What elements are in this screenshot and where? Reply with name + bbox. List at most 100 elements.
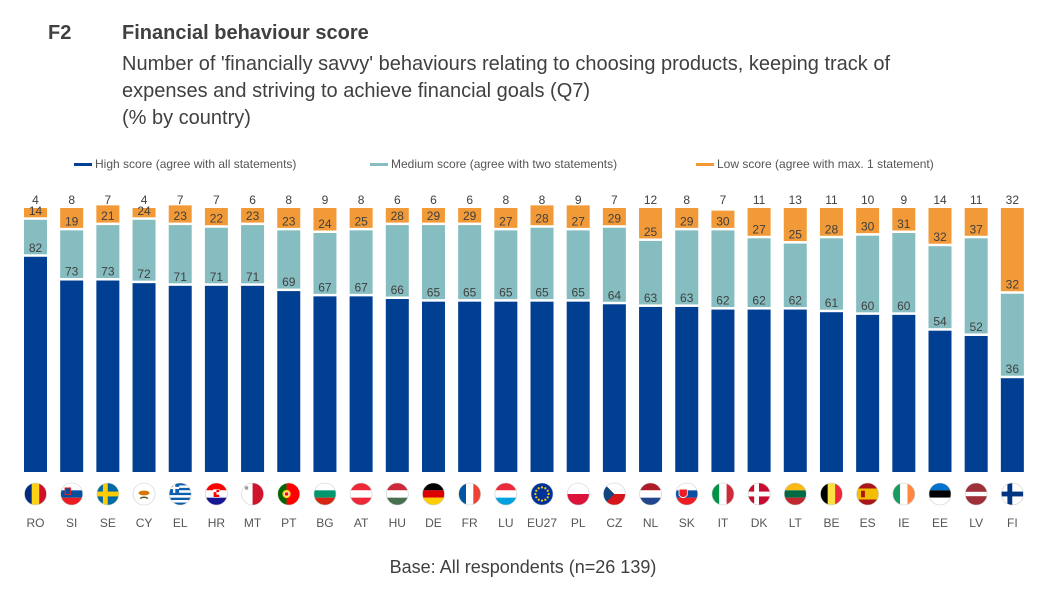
- legend-swatch-high: [74, 162, 92, 166]
- value-label-low-hu: 6: [394, 193, 401, 207]
- bar-medium-bg: [313, 233, 337, 294]
- bar-low-lt: [783, 208, 807, 242]
- value-label-medium-es: 30: [861, 220, 875, 234]
- bar-high-hr: [204, 285, 228, 472]
- value-label-medium-it: 30: [716, 214, 730, 228]
- bar-high-ee: [928, 330, 952, 472]
- value-label-medium-ie: 31: [897, 217, 911, 231]
- value-label-high-bg: 67: [318, 280, 332, 294]
- bar-high-se: [96, 280, 120, 472]
- category-label-eu27: EU27: [527, 516, 557, 530]
- category-label-cz: CZ: [606, 516, 622, 530]
- bar-medium-be: [819, 238, 843, 310]
- legend-swatch-low: [696, 162, 714, 166]
- bar-medium-de: [421, 225, 445, 300]
- bar-low-se: [96, 205, 120, 223]
- bar-medium-hu: [385, 225, 409, 297]
- bar-medium-si: [60, 230, 84, 279]
- bar-medium-fi: [1000, 293, 1024, 376]
- flag-latvia-icon: [965, 483, 988, 505]
- flag-greece-icon: [169, 483, 192, 505]
- category-label-pt: PT: [281, 516, 297, 530]
- flag-italy-icon: [711, 483, 734, 505]
- flag-france-icon: [458, 483, 481, 505]
- legend-label-low: Low score (agree with max. 1 statement): [717, 157, 934, 171]
- bar-medium-dk: [747, 238, 771, 308]
- value-label-medium-se: 21: [101, 209, 115, 223]
- bar-high-sk: [675, 306, 699, 472]
- legend-item-medium: Medium score (agree with two statements): [370, 157, 617, 171]
- category-label-hr: HR: [208, 516, 226, 530]
- bar-medium-sk: [675, 230, 699, 305]
- category-label-pl: PL: [571, 516, 586, 530]
- value-label-low-lu: 8: [502, 193, 509, 207]
- flag-luxembourg-icon: [494, 483, 517, 505]
- flag-croatia-icon: [205, 483, 228, 505]
- category-label-ro: RO: [27, 516, 45, 530]
- bar-medium-at: [349, 230, 373, 294]
- bar-high-lv: [964, 335, 988, 472]
- value-label-low-lt: 13: [789, 193, 803, 207]
- bar-low-el: [168, 205, 192, 223]
- value-label-high-si: 73: [65, 265, 79, 279]
- value-label-high-fi: 36: [1006, 362, 1020, 376]
- category-label-bg: BG: [316, 516, 333, 530]
- value-label-high-cz: 64: [608, 288, 622, 302]
- bar-low-it: [711, 210, 735, 228]
- bar-high-es: [856, 314, 880, 472]
- bar-medium-lt: [783, 243, 807, 308]
- flag-sweden-icon: [96, 483, 119, 505]
- bar-low-at: [349, 208, 373, 228]
- value-label-high-nl: 63: [644, 291, 658, 305]
- bar-low-bg: [313, 208, 337, 231]
- bar-low-de: [421, 208, 445, 223]
- bar-high-mt: [241, 285, 265, 472]
- value-label-high-eu27: 65: [535, 286, 549, 300]
- bar-low-mt: [241, 208, 265, 223]
- bar-low-pt: [277, 208, 301, 228]
- flag-germany-icon: [422, 483, 445, 505]
- value-label-low-eu27: 8: [539, 193, 546, 207]
- value-label-high-pt: 69: [282, 275, 296, 289]
- value-label-low-ie: 9: [900, 193, 907, 207]
- value-label-medium-bg: 24: [318, 217, 332, 231]
- value-label-high-hr: 71: [210, 270, 224, 284]
- flag-czechia-icon: [603, 483, 626, 505]
- flag-denmark-icon: [748, 483, 771, 505]
- bar-high-cz: [602, 304, 626, 472]
- category-label-lu: LU: [498, 516, 513, 530]
- value-label-medium-be: 28: [825, 222, 839, 236]
- flag-spain-icon: [856, 483, 879, 505]
- bar-high-de: [421, 301, 445, 472]
- value-label-medium-fr: 29: [463, 209, 477, 223]
- value-label-high-be: 61: [825, 296, 839, 310]
- bar-high-cy: [132, 283, 156, 472]
- bar-low-lu: [494, 208, 518, 228]
- category-label-sk: SK: [679, 516, 695, 530]
- bar-low-si: [60, 208, 84, 228]
- value-label-medium-lu: 27: [499, 214, 513, 228]
- flag-bulgaria-icon: [313, 483, 336, 505]
- bar-high-pt: [277, 291, 301, 472]
- bar-high-at: [349, 296, 373, 472]
- category-label-de: DE: [425, 516, 442, 530]
- flag-romania-icon: [24, 483, 47, 505]
- value-label-low-si: 8: [68, 193, 75, 207]
- value-label-low-sk: 8: [683, 193, 690, 207]
- bar-low-lv: [964, 208, 988, 236]
- bar-high-be: [819, 312, 843, 472]
- value-label-high-fr: 65: [463, 286, 477, 300]
- value-label-medium-dk: 27: [752, 222, 766, 236]
- value-label-high-hu: 66: [391, 283, 405, 297]
- category-label-hu: HU: [389, 516, 406, 530]
- value-label-high-dk: 62: [752, 294, 766, 308]
- flag-lithuania-icon: [784, 483, 807, 505]
- category-label-nl: NL: [643, 516, 659, 530]
- bar-medium-pt: [277, 230, 301, 289]
- category-label-at: AT: [354, 516, 369, 530]
- bar-high-nl: [639, 306, 663, 472]
- value-label-medium-cy: 24: [137, 204, 151, 218]
- value-label-low-cz: 7: [611, 193, 618, 207]
- category-label-ie: IE: [898, 516, 909, 530]
- bar-low-eu27: [530, 205, 554, 226]
